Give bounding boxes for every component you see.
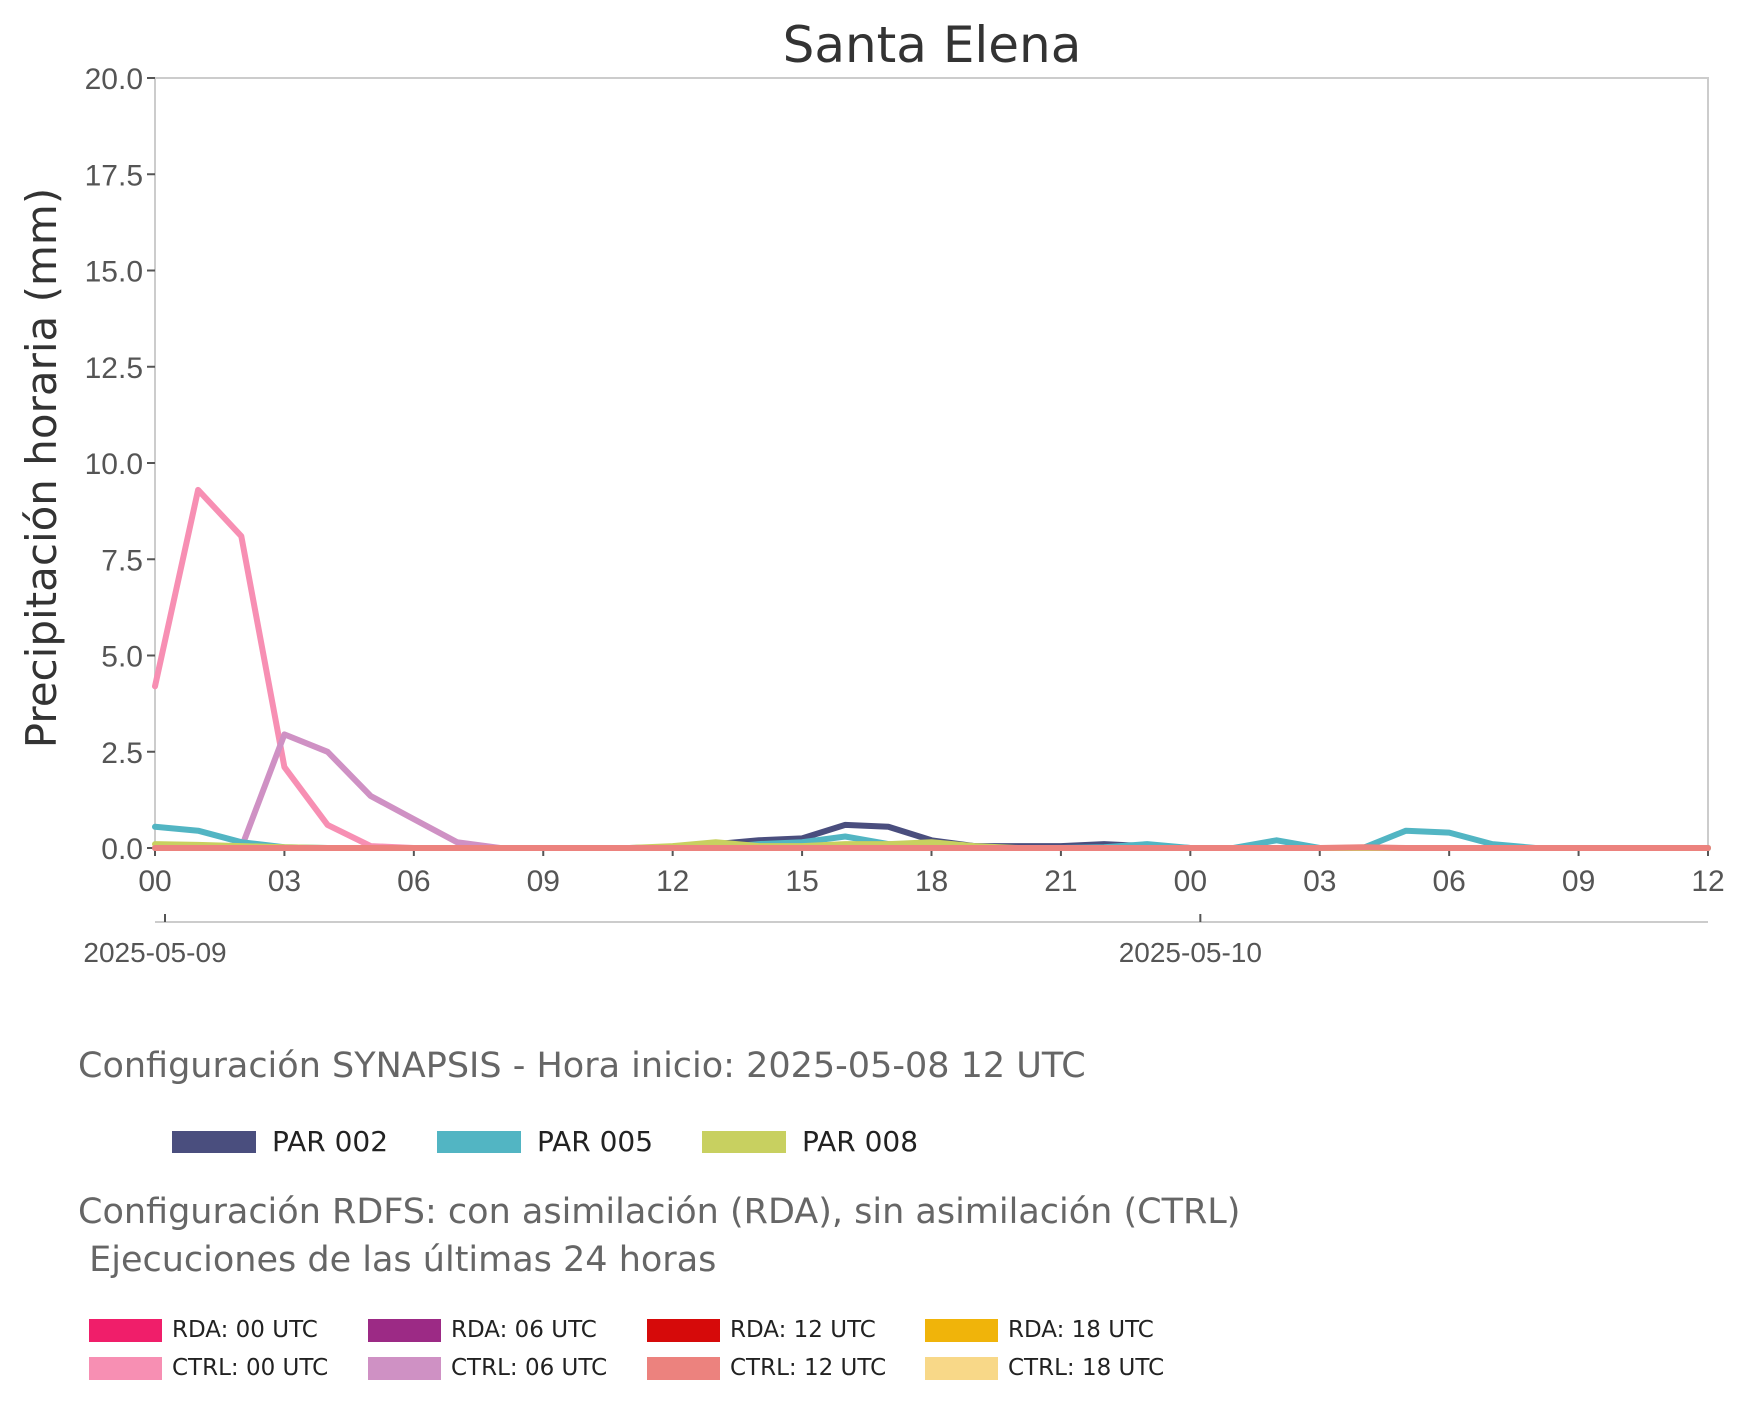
chart-title: Santa Elena [783,16,1082,74]
rdfs-legend-item: CTRL: 12 UTC [647,1355,886,1381]
rdfs-legend-item: CTRL: 18 UTC [925,1355,1164,1381]
rdfs-legend-item: RDA: 06 UTC [368,1317,597,1343]
precipitation-chart: Santa Elena Precipitación horaria (mm) 0… [17,16,1725,968]
legend-swatch [172,1130,256,1153]
legend-label: RDA: 00 UTC [172,1317,318,1343]
synapsis-legend-item: PAR 002 [172,1125,388,1158]
series-line-ctrl-00-utc [152,486,1711,851]
plot-frame [154,77,1709,849]
rdfs-legend-item: RDA: 00 UTC [89,1317,318,1343]
series-line-ctrl-12-utc [152,844,1711,851]
rdfs-legend-title: Configuración RDFS: con asimilación (RDA… [78,1192,1241,1280]
rdfs-legend-item: CTRL: 00 UTC [89,1355,328,1381]
series-line-ctrl-06-utc [238,731,1711,851]
x-tick-label: 03 [268,865,301,898]
legend-swatch [647,1356,720,1380]
rdfs-legend-item: CTRL: 06 UTC [368,1355,607,1381]
legend-swatch [925,1356,998,1380]
legend-label: PAR 008 [802,1125,919,1158]
y-tick-label: 10.0 [85,448,143,481]
legend-swatch [437,1130,521,1153]
x-tick-label: 21 [1044,865,1077,898]
legend-swatch [368,1318,441,1342]
legend-label: RDA: 06 UTC [451,1317,597,1343]
date-tick-label: 2025-05-10 [1119,937,1262,968]
y-tick-label: 12.5 [85,352,143,385]
x-tick-label: 03 [1303,865,1336,898]
x-tick-label: 09 [527,865,560,898]
legend-swatch [89,1356,162,1380]
legend-label: RDA: 12 UTC [730,1317,876,1343]
x-axis: 00 03 06 09 12 15 18 21 00 03 06 09 12 [138,848,1725,898]
y-axis-label: Precipitación horaria (mm) [17,188,66,748]
legend-label: CTRL: 18 UTC [1008,1355,1165,1381]
x-tick-label: 09 [1562,865,1595,898]
y-tick-label: 20.0 [85,63,143,96]
synapsis-legend-item: PAR 005 [437,1125,653,1158]
legend-label: RDA: 18 UTC [1008,1317,1154,1343]
legend-swatch [702,1130,786,1153]
legend-swatch [925,1318,998,1342]
x-tick-label: 06 [1432,865,1465,898]
legend-label: PAR 002 [272,1125,389,1158]
series-layer [152,486,1711,851]
y-tick-label: 5.0 [101,641,143,674]
legend-swatch [89,1318,162,1342]
synapsis-legend-title: Configuración SYNAPSIS - Hora inicio: 20… [78,1046,1086,1086]
y-tick-label: 0.0 [101,833,143,866]
synapsis-legend-item: PAR 008 [702,1125,918,1158]
x-tick-label: 00 [1174,865,1207,898]
x-tick-label: 00 [138,865,171,898]
x-tick-label: 15 [785,865,818,898]
date-axis: 2025-05-09 2025-05-10 [83,914,1262,968]
x-tick-label: 18 [915,865,948,898]
x-tick-label: 06 [397,865,430,898]
y-tick-label: 7.5 [101,544,143,577]
rdfs-legend-item: RDA: 18 UTC [925,1317,1154,1343]
legend-label: CTRL: 00 UTC [172,1355,329,1381]
y-tick-label: 2.5 [101,737,143,770]
x-tick-label: 12 [656,865,689,898]
legend-label: CTRL: 06 UTC [451,1355,608,1381]
legend-label: PAR 005 [537,1125,654,1158]
date-tick-label: 2025-05-09 [83,937,226,968]
y-tick-label: 15.0 [85,256,143,289]
x-tick-label: 12 [1691,865,1724,898]
legend-swatch [368,1356,441,1380]
y-tick-label: 17.5 [85,159,143,192]
legend-swatch [647,1318,720,1342]
legend-label: CTRL: 12 UTC [730,1355,887,1381]
y-axis: 0.0 2.5 5.0 7.5 10.0 12.5 15.0 17.5 20.0 [85,63,155,866]
rdfs-legend-item: RDA: 12 UTC [647,1317,876,1343]
